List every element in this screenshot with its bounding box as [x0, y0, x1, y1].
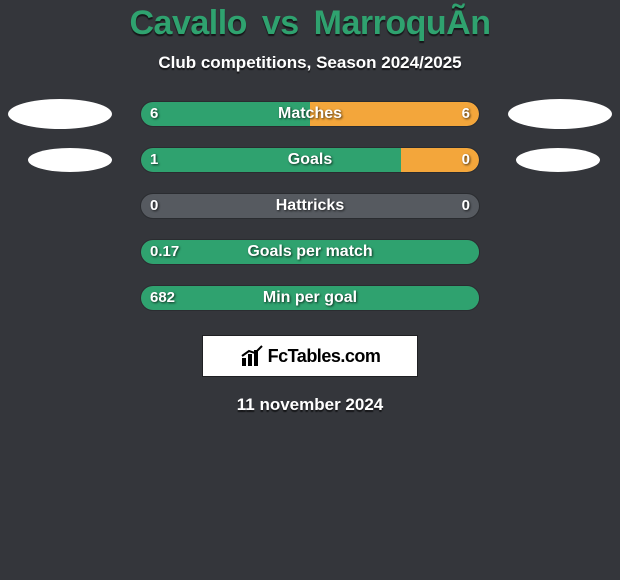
stat-row: Hattricks00 — [0, 193, 620, 219]
comparison-infographic: Cavallo vs MarroquÃ­n Club competitions,… — [0, 0, 620, 580]
stat-bar-left — [141, 286, 479, 310]
stat-bar-right — [401, 148, 479, 172]
logo-text: FcTables.com — [268, 346, 381, 367]
player1-name: Cavallo — [129, 4, 246, 42]
source-logo: FcTables.com — [202, 335, 418, 377]
stat-bar-track — [140, 101, 480, 127]
page-title: Cavallo vs MarroquÃ­n — [0, 4, 620, 43]
stat-bar-track — [140, 147, 480, 173]
date-text: 11 november 2024 — [0, 395, 620, 415]
stat-bar-right — [310, 102, 479, 126]
stat-row: Goals per match0.17 — [0, 239, 620, 265]
subtitle: Club competitions, Season 2024/2025 — [0, 53, 620, 73]
stat-bar-left — [141, 148, 401, 172]
player2-name: MarroquÃ­n — [314, 4, 491, 42]
stat-row: Min per goal682 — [0, 285, 620, 311]
player1-marker-ellipse — [8, 99, 112, 129]
stat-bar-track — [140, 285, 480, 311]
vs-separator: vs — [262, 4, 299, 42]
stat-bar-left — [141, 102, 310, 126]
stat-bar-track — [140, 193, 480, 219]
stat-row: Goals10 — [0, 147, 620, 173]
player2-marker-ellipse — [508, 99, 612, 129]
player1-marker-ellipse — [28, 148, 112, 172]
stat-rows: Matches66 Goals10 Hattricks00 Goals per mat… — [0, 101, 620, 311]
stat-bar-left — [141, 240, 479, 264]
stat-bar-track — [140, 239, 480, 265]
player2-marker-ellipse — [516, 148, 600, 172]
stat-row: Matches66 — [0, 101, 620, 127]
bar-chart-icon — [240, 344, 264, 368]
